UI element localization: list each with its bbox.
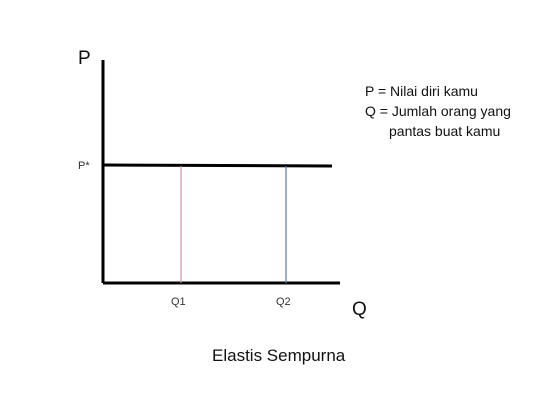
y-axis-label: P: [78, 48, 91, 69]
legend-line-3: pantas buat kamu: [389, 123, 500, 139]
x-axis-label: Q: [352, 299, 367, 320]
price-line-label: P*: [78, 160, 90, 172]
legend-line-1: P = Nilai diri kamu: [365, 83, 478, 99]
q1-label: Q1: [171, 296, 186, 308]
legend-line-2: Q = Jumlah orang yang: [365, 103, 511, 119]
diagram-caption: Elastis Sempurna: [212, 346, 346, 365]
q2-label: Q2: [276, 296, 291, 308]
price-line: [102, 163, 333, 168]
